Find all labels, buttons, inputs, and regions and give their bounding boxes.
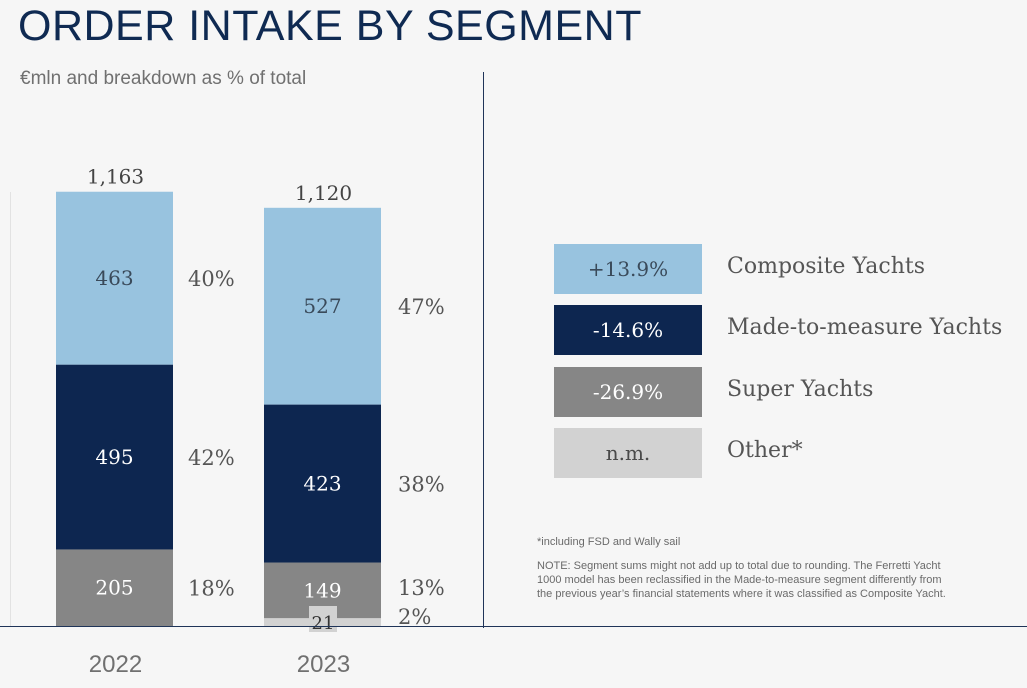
value-label-composite-yachts-2023: 527 — [303, 294, 341, 318]
legend-item-super: -26.9% Super Yachts — [554, 367, 1024, 417]
legend-item-composite: +13.9% Composite Yachts — [554, 244, 1024, 294]
value-label-super-yachts-2023: 149 — [303, 578, 341, 602]
percent-label-super-yachts-2023: 13% — [398, 576, 445, 600]
value-label-other-2023: 21 — [312, 613, 335, 634]
legend-badge-super: -26.9% — [554, 367, 702, 417]
legend-badge-other: n.m. — [554, 428, 702, 478]
bar-composite-yachts-2023 — [264, 207, 381, 405]
y-axis-line — [10, 192, 11, 626]
footnote: *including FSD and Wally sail — [537, 536, 681, 548]
total-label-2022: 1,163 — [87, 165, 144, 189]
legend-badge-composite: +13.9% — [554, 244, 702, 294]
bar-made-to-measure-yachts-2022 — [56, 364, 173, 550]
note-text: NOTE: Segment sums might not add up to t… — [537, 560, 946, 600]
bar-composite-yachts-2022 — [56, 191, 173, 365]
legend-label-other: Other* — [727, 438, 803, 463]
percent-label-composite-yachts-2023: 47% — [398, 295, 445, 319]
bar-made-to-measure-yachts-2023 — [264, 404, 381, 563]
vertical-divider — [483, 72, 484, 628]
page-title: ORDER INTAKE BY SEGMENT — [18, 2, 642, 50]
legend-item-made-to-measure: -14.6% Made-to-measure Yachts — [554, 305, 1024, 355]
value-label-composite-yachts-2022: 463 — [95, 266, 133, 290]
percent-label-other-2023: 2% — [398, 605, 431, 629]
percent-label-super-yachts-2022: 18% — [188, 577, 235, 601]
baseline — [0, 626, 1027, 627]
legend-label-made-to-measure: Made-to-measure Yachts — [727, 315, 1003, 340]
chart-subtitle: €mln and breakdown as % of total — [20, 68, 307, 89]
x-tick-label-2022: 2022 — [89, 651, 142, 678]
legend-label-super: Super Yachts — [727, 377, 874, 402]
value-label-made-to-measure-yachts-2023: 423 — [303, 472, 341, 496]
legend-badge-made-to-measure: -14.6% — [554, 305, 702, 355]
value-label-made-to-measure-yachts-2022: 495 — [95, 445, 133, 469]
other-value-tag-2023 — [309, 606, 337, 632]
legend-item-other: n.m. Other* — [554, 428, 1024, 478]
legend-label-composite: Composite Yachts — [727, 254, 925, 279]
stacked-bar-chart: 205 495 463 18% 42% 40% 1,163 2022 21 149 423 527 2%… — [56, 165, 445, 678]
total-label-2023: 1,120 — [295, 181, 352, 205]
bar-super-yachts-2022 — [56, 549, 173, 626]
percent-label-made-to-measure-yachts-2023: 38% — [398, 473, 445, 497]
x-tick-label-2023: 2023 — [297, 651, 350, 678]
percent-label-composite-yachts-2022: 40% — [188, 267, 235, 291]
value-label-super-yachts-2022: 205 — [95, 576, 133, 600]
percent-label-made-to-measure-yachts-2022: 42% — [188, 446, 235, 470]
